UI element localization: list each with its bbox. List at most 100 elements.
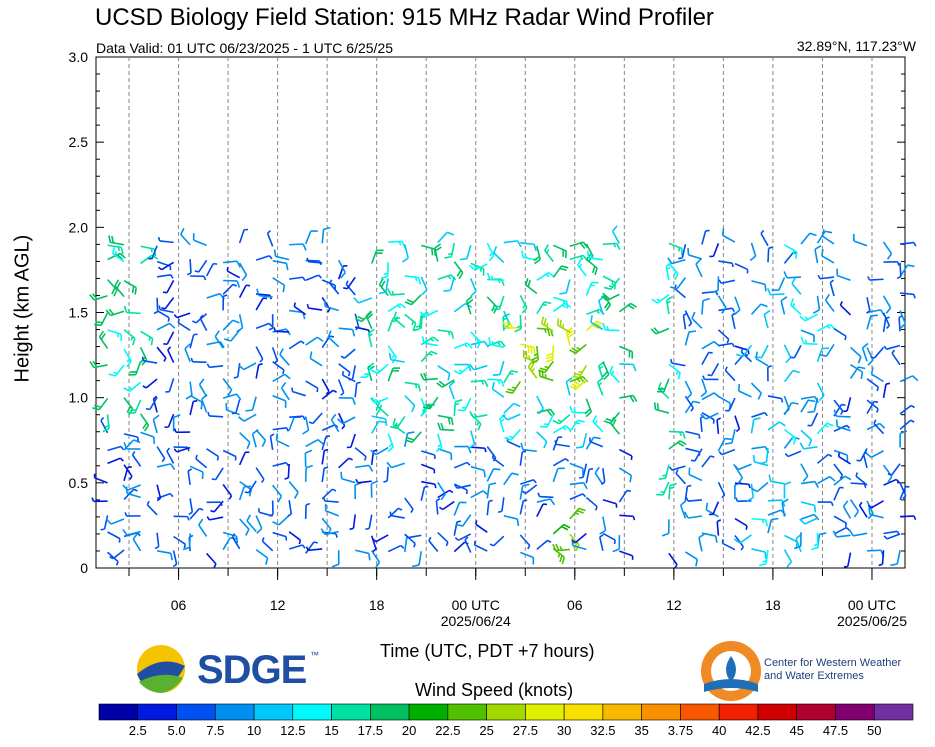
wind-barb bbox=[750, 417, 761, 434]
wind-barb bbox=[211, 467, 224, 481]
wind-barb bbox=[668, 552, 678, 569]
wind-barb bbox=[865, 450, 884, 459]
wind-barb bbox=[195, 454, 208, 469]
wind-barb bbox=[272, 427, 290, 432]
wind-barb bbox=[156, 322, 176, 331]
wind-barb bbox=[185, 381, 193, 400]
wind-barb bbox=[525, 277, 538, 295]
wind-barb bbox=[800, 513, 820, 521]
wind-barb bbox=[734, 415, 741, 433]
wind-barb bbox=[541, 316, 554, 333]
wind-barb bbox=[751, 445, 770, 454]
wind-barb bbox=[679, 499, 687, 519]
wind-barb bbox=[850, 482, 867, 489]
wind-barb bbox=[343, 276, 356, 290]
wind-barb bbox=[354, 481, 362, 500]
wind-barb bbox=[899, 482, 907, 500]
wind-barb bbox=[882, 295, 892, 314]
wind-barb bbox=[491, 382, 505, 398]
wind-barb bbox=[411, 551, 423, 568]
wind-barb bbox=[273, 327, 290, 333]
wind-barb bbox=[321, 448, 329, 465]
wind-barb bbox=[571, 538, 587, 551]
wind-barb bbox=[370, 249, 384, 264]
cw3e-logo: Center for Western Weather and Water Ext… bbox=[700, 640, 920, 702]
wind-barb bbox=[378, 278, 390, 295]
wind-barb bbox=[527, 360, 538, 379]
wind-barb bbox=[225, 402, 240, 416]
wind-barb bbox=[291, 387, 306, 397]
y-tick-label: 1.5 bbox=[69, 305, 89, 321]
wind-barb bbox=[609, 365, 620, 383]
wind-barb bbox=[816, 453, 833, 464]
wind-barb bbox=[771, 277, 786, 292]
wind-barb bbox=[468, 363, 488, 371]
wind-barb bbox=[821, 229, 835, 245]
wind-barb bbox=[675, 469, 687, 485]
wind-barb bbox=[206, 552, 217, 568]
wind-barb bbox=[304, 502, 311, 519]
wind-barb bbox=[882, 241, 893, 260]
wind-barb bbox=[735, 497, 752, 503]
wind-barb bbox=[665, 295, 674, 315]
wind-barb bbox=[882, 464, 893, 483]
colorbar-tick-label: 20 bbox=[402, 723, 416, 738]
wind-barb bbox=[486, 499, 493, 516]
wind-barb bbox=[612, 535, 621, 553]
wind-barb bbox=[255, 363, 263, 379]
wind-barb bbox=[269, 433, 275, 451]
wind-barb bbox=[128, 361, 142, 376]
wind-barb bbox=[492, 295, 505, 311]
wind-barb bbox=[346, 433, 356, 449]
wind-barb bbox=[833, 328, 847, 341]
wind-barb bbox=[721, 228, 736, 243]
wind-barb bbox=[340, 348, 356, 359]
wind-barb bbox=[238, 262, 248, 282]
colorbar-tick-label: 3.75 bbox=[668, 723, 693, 738]
wind-barb bbox=[577, 258, 587, 277]
wind-barb bbox=[122, 484, 141, 491]
wind-barb bbox=[783, 395, 790, 415]
wind-barb bbox=[767, 395, 784, 403]
wind-barb bbox=[784, 244, 798, 259]
wind-barb bbox=[800, 399, 816, 413]
wind-barb bbox=[800, 480, 819, 489]
x-tick-label: 18 bbox=[765, 597, 781, 613]
wind-barb bbox=[866, 422, 886, 431]
wind-barb bbox=[156, 309, 170, 322]
wind-barb bbox=[188, 498, 194, 515]
wind-barb bbox=[198, 378, 208, 398]
wind-barb bbox=[145, 396, 158, 411]
wind-barb bbox=[420, 372, 438, 381]
wind-barb bbox=[724, 366, 736, 382]
wind-barb bbox=[497, 497, 505, 513]
wind-barb bbox=[800, 232, 817, 245]
wind-barb bbox=[843, 552, 852, 568]
wind-barb bbox=[790, 298, 802, 316]
wind-barb bbox=[305, 336, 324, 346]
wind-barb bbox=[486, 242, 495, 262]
wind-barb bbox=[123, 305, 141, 315]
wind-barb bbox=[437, 329, 455, 339]
wind-barb bbox=[486, 468, 501, 482]
wind-barb bbox=[736, 344, 753, 358]
wind-barb bbox=[763, 309, 771, 329]
wind-barb bbox=[751, 548, 767, 560]
wind-barb bbox=[668, 482, 677, 500]
wind-barb bbox=[182, 533, 191, 551]
wind-barb bbox=[569, 507, 586, 520]
wind-barb bbox=[544, 244, 554, 263]
wind-barb bbox=[161, 297, 175, 310]
colorbar-swatch bbox=[370, 703, 410, 721]
wind-barb bbox=[870, 346, 885, 359]
colorbar-tick-label: 7.5 bbox=[206, 723, 224, 738]
wind-barb bbox=[589, 437, 604, 448]
wind-barb bbox=[288, 481, 299, 499]
wind-barb bbox=[800, 336, 818, 346]
wind-barb bbox=[255, 429, 267, 447]
wind-barb bbox=[849, 346, 862, 364]
wind-barb bbox=[223, 279, 241, 288]
wind-barb bbox=[711, 276, 720, 294]
wind-barb bbox=[701, 411, 715, 424]
